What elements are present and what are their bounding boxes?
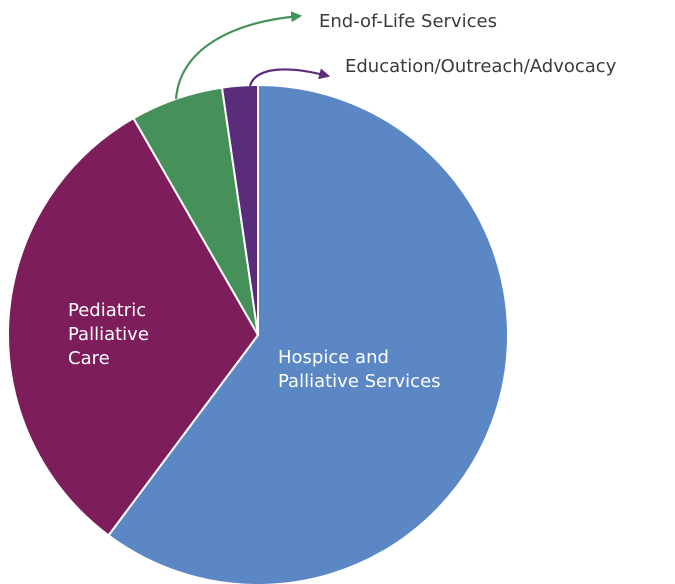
callout-arrow-end-of-life-services (174, 11, 303, 100)
pie-slice-education-outreach-advocacy (220, 84, 259, 336)
pie-slice-pediatric-palliative-care (7, 117, 259, 537)
callout-arrows (174, 11, 331, 100)
slice-label-pediatric-palliative-care: Pediatric Palliative Care (68, 300, 149, 369)
pie-slice-hospice-and-palliative-services (107, 84, 509, 584)
slice-label-education-outreach-advocacy: Education/Outreach/Advocacy (345, 56, 617, 77)
callout-arrow-education-outreach-advocacy (248, 68, 331, 87)
slice-label-end-of-life-services: End-of-Life Services (319, 11, 497, 32)
pie-slices (7, 84, 509, 584)
slice-labels: Hospice and Palliative Services Pediatric P… (68, 11, 617, 392)
slice-label-hospice-and-palliative-services: Hospice and Palliative Services (278, 347, 441, 392)
